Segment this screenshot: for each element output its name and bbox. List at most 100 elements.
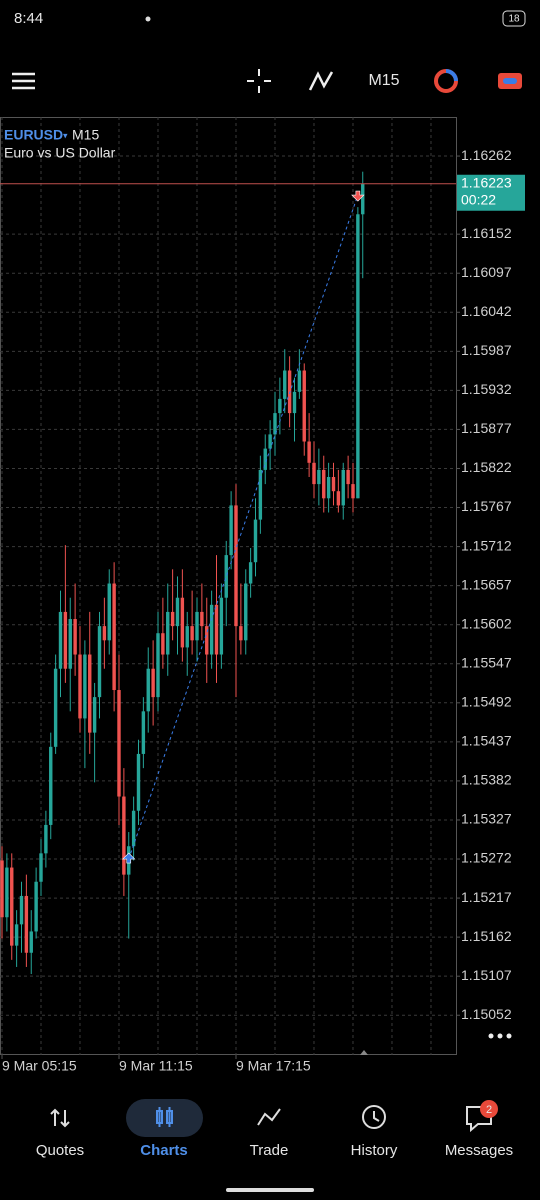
- candle-body: [322, 469, 326, 499]
- current-price-label: 1.16223: [461, 174, 512, 190]
- more-button[interactable]: [488, 1033, 512, 1039]
- candle-body: [219, 597, 224, 655]
- y-tick-label: 1.15547: [461, 654, 512, 670]
- candles: [0, 171, 365, 975]
- candle-body: [34, 881, 38, 932]
- nav-trade[interactable]: Trade: [250, 1142, 289, 1159]
- status-dot: [145, 16, 151, 22]
- trade-button-accent: [503, 78, 517, 84]
- candle-body: [97, 626, 102, 698]
- candle-body: [63, 611, 68, 669]
- candle-body: [244, 583, 248, 641]
- candle-body: [205, 626, 209, 655]
- y-tick-label: 1.15932: [461, 381, 512, 397]
- nav-charts[interactable]: Charts: [140, 1142, 188, 1159]
- candle-body: [307, 441, 311, 463]
- shift-marker: [360, 1050, 368, 1055]
- candle-body: [361, 183, 365, 215]
- y-tick-label: 1.16262: [461, 147, 512, 163]
- y-tick-label: 1.15492: [461, 694, 512, 710]
- x-tick-label: 9 Mar 11:15: [119, 1058, 193, 1074]
- charts-icon: [156, 1107, 173, 1127]
- y-tick-label: 1.15822: [461, 459, 512, 475]
- candle-body: [156, 633, 160, 698]
- candle-body: [273, 413, 277, 435]
- trade-icon: [257, 1108, 281, 1126]
- objects-button-accent: [445, 69, 458, 82]
- candle-body: [14, 924, 19, 946]
- messages-badge-count: 2: [486, 1104, 492, 1116]
- candle-body: [0, 860, 4, 918]
- sell-arrow: [351, 190, 365, 202]
- candle-body: [200, 611, 204, 627]
- candle-body: [29, 931, 33, 953]
- candle-body: [92, 697, 97, 733]
- y-tick-label: 1.15657: [461, 576, 512, 592]
- candle-body: [131, 810, 136, 847]
- y-tick-label: 1.15437: [461, 733, 512, 749]
- candle-body: [170, 611, 175, 627]
- countdown-label: 00:22: [461, 191, 496, 207]
- symbol-dropdown[interactable]: ▾: [63, 130, 68, 140]
- candle-body: [19, 895, 24, 925]
- candle-body: [102, 626, 107, 641]
- candle-body: [136, 753, 141, 811]
- candle-body: [209, 604, 214, 655]
- candle-body: [346, 469, 350, 485]
- candle-body: [107, 583, 111, 641]
- candle-body: [326, 477, 331, 499]
- candle-body: [117, 690, 121, 797]
- candle-body: [58, 611, 63, 669]
- candle-body: [53, 668, 58, 747]
- candle-body: [248, 562, 253, 584]
- candle-body: [356, 214, 360, 499]
- candle-body: [83, 654, 87, 719]
- candle-body: [263, 448, 267, 470]
- nav-history[interactable]: History: [351, 1142, 398, 1159]
- crosshair-button[interactable]: [247, 69, 271, 93]
- messages-badge: [480, 1100, 498, 1118]
- candle-body: [302, 370, 306, 442]
- battery-level: 18: [508, 14, 520, 25]
- candle-body: [180, 597, 185, 648]
- candle-body: [49, 746, 53, 825]
- y-tick-label: 1.15767: [461, 498, 512, 514]
- y-tick-label: 1.16097: [461, 264, 512, 280]
- candle-body: [351, 484, 355, 499]
- y-tick-label: 1.15712: [461, 537, 512, 553]
- history-icon: [362, 1105, 386, 1129]
- buy-arrow: [122, 852, 136, 864]
- candle-body: [141, 711, 146, 754]
- candle-body: [292, 391, 297, 414]
- candle-body: [278, 398, 282, 414]
- indicators-button[interactable]: [308, 71, 334, 91]
- y-tick-label: 1.15107: [461, 967, 512, 983]
- candle-body: [195, 611, 199, 641]
- x-tick-label: 9 Mar 05:15: [2, 1058, 77, 1074]
- candle-body: [175, 597, 180, 627]
- x-tick-label: 9 Mar 17:15: [236, 1058, 311, 1074]
- candle-body: [161, 633, 165, 655]
- candle-body: [336, 491, 341, 506]
- nav-messages[interactable]: Messages: [445, 1142, 513, 1159]
- candle-body: [44, 824, 48, 854]
- candle-body: [239, 626, 243, 641]
- candle-body: [88, 654, 92, 733]
- candle-body: [234, 505, 238, 627]
- candle-body: [229, 505, 233, 556]
- battery-icon: [502, 10, 526, 27]
- y-tick-label: 1.16152: [461, 225, 512, 241]
- current-price-box: [457, 174, 525, 211]
- candle-body: [24, 895, 29, 953]
- candle-body: [68, 619, 72, 669]
- candle-body: [10, 867, 14, 946]
- quotes-icon: [50, 1108, 70, 1128]
- timeframe-button[interactable]: M15: [368, 72, 399, 89]
- candle-body: [331, 477, 336, 492]
- candle-body: [268, 434, 272, 449]
- menu-button[interactable]: [12, 72, 35, 90]
- candle-body: [258, 469, 263, 520]
- candle-body: [146, 668, 150, 712]
- nav-quotes[interactable]: Quotes: [36, 1142, 84, 1159]
